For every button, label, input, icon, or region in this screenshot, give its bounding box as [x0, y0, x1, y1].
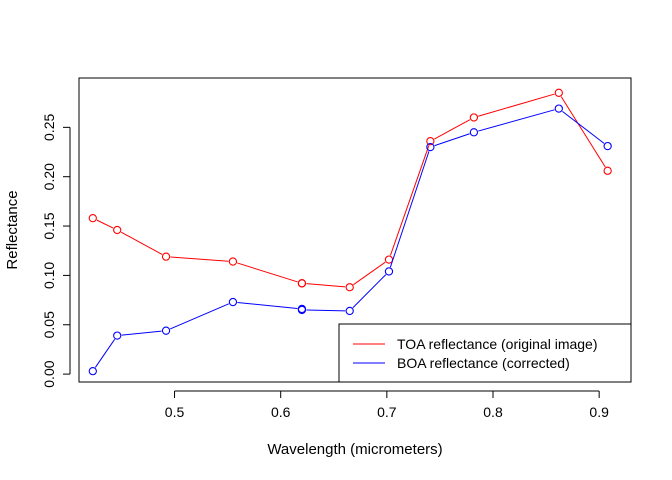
series-line-segment — [170, 256, 229, 262]
y-tick-label: 0.15 — [41, 212, 57, 239]
y-tick-label: 0.20 — [41, 163, 57, 190]
data-point — [228, 257, 238, 266]
data-point — [426, 142, 435, 152]
data-point — [113, 331, 122, 340]
x-tick-label: 0.6 — [271, 404, 291, 420]
series-1 — [88, 88, 612, 292]
y-axis-title: Reflectance — [4, 190, 21, 269]
data-point — [297, 305, 307, 315]
series-line-segment — [306, 283, 346, 288]
series-line-segment — [121, 330, 162, 336]
series-line-segment — [560, 96, 606, 168]
x-tick-label: 0.7 — [377, 404, 397, 420]
series-line-segment — [389, 151, 430, 268]
series-line-segment — [434, 133, 470, 147]
data-point — [469, 128, 479, 137]
y-tick-label: 0.25 — [41, 114, 57, 141]
y-tick-label: 0.00 — [41, 360, 57, 387]
data-point — [297, 279, 307, 288]
series-line-segment — [120, 231, 163, 255]
series-line-segment — [237, 302, 298, 310]
series-line-segment — [478, 109, 555, 132]
data-point — [384, 267, 394, 276]
series-line-segment — [96, 219, 114, 229]
y-tick-label: 0.10 — [41, 262, 57, 289]
series-layer — [88, 88, 612, 376]
y-tick-label: 0.05 — [41, 311, 57, 338]
x-tick-label: 0.8 — [483, 404, 503, 420]
x-axis-title: Wavelength (micrometers) — [267, 441, 442, 458]
data-point — [469, 113, 479, 122]
series-line-segment — [353, 261, 386, 286]
data-point — [554, 104, 563, 113]
x-tick-label: 0.9 — [589, 404, 609, 420]
legend-label: BOA reflectance (corrected) — [397, 355, 570, 371]
series-line-segment — [434, 119, 471, 140]
series-line-segment — [169, 303, 229, 330]
data-point — [345, 306, 354, 316]
series-line-segment — [478, 93, 555, 117]
data-point — [603, 141, 612, 151]
series-line-segment — [562, 110, 605, 144]
data-point — [88, 214, 97, 223]
legend: TOA reflectance (original image) BOA refl… — [338, 323, 632, 383]
data-point — [603, 166, 612, 175]
legend-label: TOA reflectance (original image) — [397, 336, 598, 352]
data-point — [228, 297, 238, 307]
series-2 — [88, 104, 612, 376]
series-line-segment — [94, 339, 116, 368]
data-point — [426, 137, 435, 146]
x-tick-label: 0.5 — [165, 404, 185, 420]
data-point — [161, 326, 171, 335]
data-point — [88, 366, 97, 376]
series-line-segment — [352, 274, 387, 309]
series-line-segment — [389, 145, 430, 256]
series-line-segment — [306, 309, 346, 312]
series-line-segment — [237, 262, 298, 283]
data-point — [554, 88, 563, 97]
data-point — [345, 283, 354, 292]
legend-box — [338, 323, 632, 383]
data-point — [161, 252, 171, 261]
data-point — [113, 225, 122, 235]
